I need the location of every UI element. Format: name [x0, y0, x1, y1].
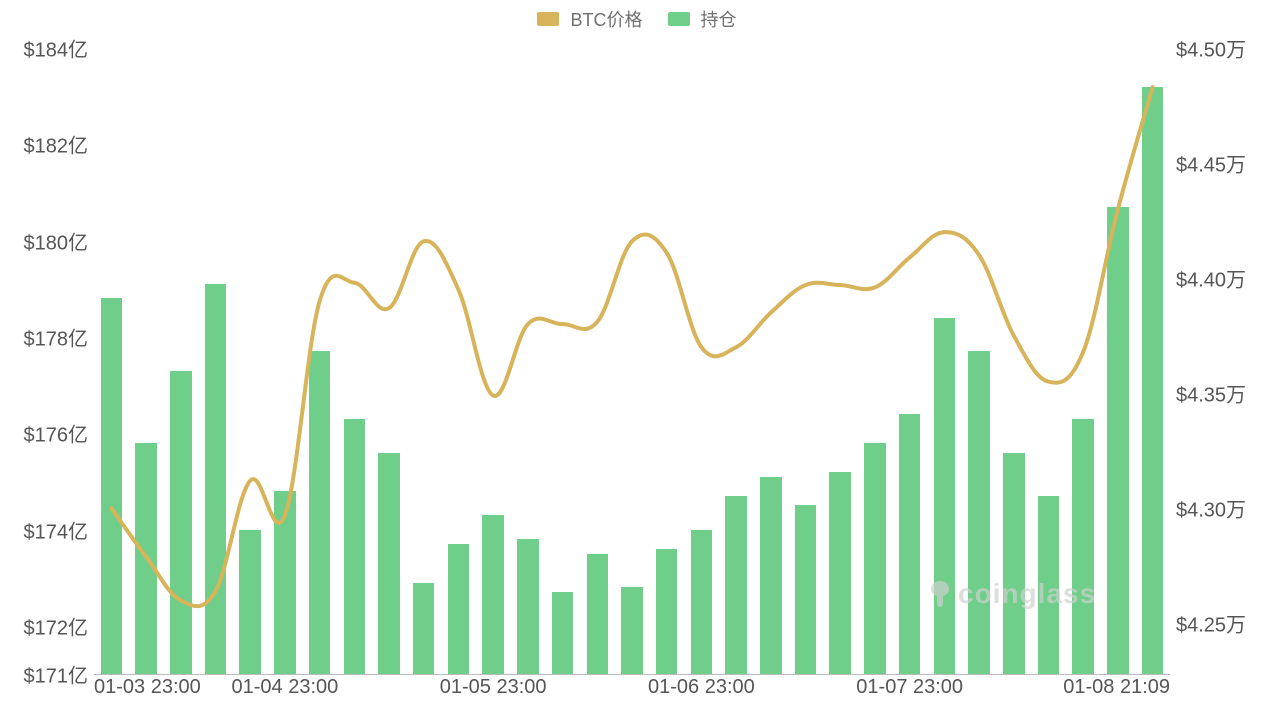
x-tick: 01-06 23:00	[648, 676, 755, 699]
legend-swatch-0	[537, 12, 559, 26]
x-tick: 01-07 23:00	[856, 676, 963, 699]
y-right-tick: $4.35万	[1176, 379, 1246, 408]
legend-item-btc-price: BTC价格	[537, 6, 642, 32]
chart-legend: BTC价格 持仓	[0, 6, 1274, 32]
watermark-icon	[928, 580, 952, 608]
y-left-tick: $178亿	[24, 322, 89, 351]
legend-label-0: BTC价格	[570, 10, 642, 30]
btc-price-line	[111, 87, 1152, 606]
y-left-tick: $176亿	[24, 419, 89, 448]
y-left-tick: $180亿	[24, 226, 89, 255]
y-left-tick: $171亿	[24, 660, 89, 689]
x-tick: 01-08 21:09	[1063, 676, 1170, 699]
watermark-text: coinglass	[958, 578, 1096, 610]
y-left-tick: $184亿	[24, 34, 89, 63]
y-right-tick: $4.30万	[1176, 494, 1246, 523]
legend-item-open-interest: 持仓	[668, 6, 737, 32]
y-axis-right: $4.25万$4.30万$4.35万$4.40万$4.45万$4.50万	[1170, 48, 1274, 674]
x-tick: 01-04 23:00	[232, 676, 339, 699]
legend-swatch-1	[668, 12, 690, 26]
x-tick: 01-05 23:00	[440, 676, 547, 699]
y-left-tick: $182亿	[24, 130, 89, 159]
watermark: coinglass	[928, 578, 1096, 610]
y-right-tick: $4.40万	[1176, 264, 1246, 293]
y-right-tick: $4.25万	[1176, 609, 1246, 638]
y-right-tick: $4.45万	[1176, 149, 1246, 178]
y-left-tick: $174亿	[24, 515, 89, 544]
x-axis: 01-03 23:00 01-04 23:00 01-05 23:00 01-06 2…	[94, 674, 1170, 714]
y-right-tick: $4.50万	[1176, 34, 1246, 63]
y-left-tick: $172亿	[24, 611, 89, 640]
y-axis-left: $171亿$172亿$174亿$176亿$178亿$180亿$182亿$184亿	[0, 48, 94, 674]
x-tick: 01-03 23:00	[94, 676, 201, 699]
legend-label-1: 持仓	[701, 10, 737, 30]
